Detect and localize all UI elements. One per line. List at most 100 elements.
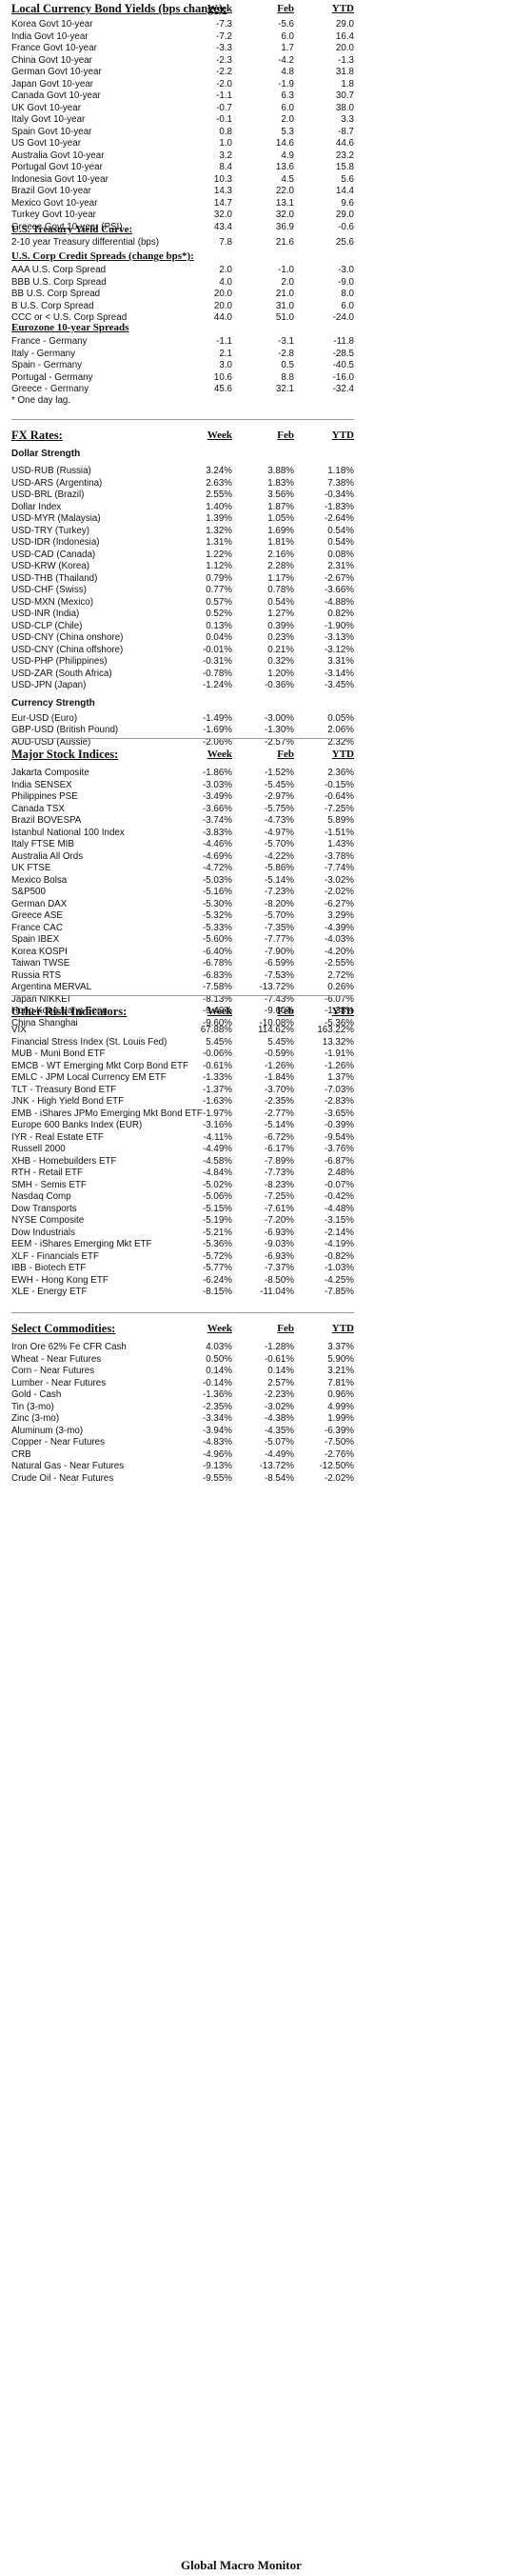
row-label: German Govt 10-year [11,67,102,77]
row-value: 3.37% [327,1342,354,1352]
row-value: -3.74% [202,815,232,826]
row-value: -6.39% [324,1425,354,1436]
table-row: Australia Govt 10-year 3.2 4.9 23.2 [11,150,354,163]
stock-indices-section: Major Stock Indices: Week Feb YTD Jakarta Co… [11,748,354,1030]
table-row: Tin (3-mo) -2.35% -3.02% 4.99% [11,1402,354,1414]
row-label: Italy Govt 10-year [11,114,86,125]
section-header: Select Commodities: Week Feb YTD [11,1322,354,1339]
row-label: AUD-USD (Aussie) [11,736,91,748]
row-value: -5.30% [202,898,232,909]
column-header: YTD [331,3,354,14]
row-value: -8.7 [338,126,354,137]
table-row: Japan NIKKEI -8.13% -7.43% -6.07% [11,993,354,1007]
row-value: 3.88% [267,466,294,476]
row-label: USD-JPN (Japan) [11,680,87,690]
section-title: FX Rates: [11,429,63,442]
row-value: -7.25% [324,803,354,814]
row-value: 22.0 [275,186,294,196]
row-value: 0.04% [206,632,232,643]
row-value: -6.24% [202,1274,232,1286]
fx-rates-section: FX Rates: Week Feb YTD Dollar Strength USD-RU… [11,429,354,749]
row-value: -6.93% [264,1227,294,1238]
row-value: -5.19% [202,1215,232,1226]
column-header: Week [207,3,232,14]
row-value: -6.07% [324,993,354,1005]
row-value: -8.13% [202,993,232,1005]
row-value: 1.27% [267,609,294,619]
row-value: -7.73% [264,1168,294,1178]
row-value: -7.20% [264,1215,294,1226]
section-header: FX Rates: Week Feb YTD [11,429,354,446]
row-value: -3.14% [324,668,354,679]
table-row: USD-CHF (Swiss) 0.77% 0.78% -3.66% [11,585,354,597]
row-label: RTH - Retail ETF [11,1168,83,1178]
row-value: 1.39% [206,513,232,524]
row-value: 0.54% [267,596,294,608]
row-value: 1.20% [267,668,294,679]
row-label: Iron Ore 62% Fe CFR Cash [11,1342,127,1352]
row-value: 0.21% [267,644,294,655]
row-value: 8.8 [281,371,294,383]
row-value: 21.0 [275,289,294,299]
row-value: -1.1 [216,90,232,101]
table-row: IBB - Biotech ETF -5.77% -7.37% -1.03% [11,1263,354,1275]
row-value: 14.4 [335,186,354,196]
table-row: CRB -4.96% -4.49% -2.76% [11,1449,354,1462]
row-label: Argentina MERVAL [11,982,92,992]
row-label: Spain - Germany [11,360,83,370]
row-value: -1.52% [264,768,294,778]
table-row: Natural Gas - Near Futures -9.13% -13.72% -… [11,1461,354,1473]
row-value: 1.22% [206,549,232,560]
row-value: -2.55% [324,958,354,968]
row-value: -9.55% [202,1472,232,1484]
row-value: -2.02% [324,1472,354,1484]
row-label: JNK - High Yield Bond ETF [11,1096,125,1107]
row-label: EMB - iShares JPMo Emerging Mkt Bond ETF [11,1108,203,1119]
table-row: France Govt 10-year -3.3 1.7 20.0 [11,43,354,55]
row-label: USD-MXN (Mexico) [11,596,93,608]
row-value: -5.36% [324,1017,354,1028]
row-value: -4.22% [264,850,294,862]
row-label: Hong Kong Hang Seng [11,1006,108,1016]
row-value: -6.87% [324,1155,354,1167]
bond-yields-section: Local Currency Bond Yields (bps change):… [11,2,354,233]
table-row: EMLC - JPM Local Currency EM ETF -1.33% -1… [11,1072,354,1085]
table-row: Lumber - Near Futures -0.14% 2.57% 7.81% [11,1378,354,1390]
row-value: 1.05% [267,513,294,524]
table-row: GBP-USD (British Pound) -1.69% -1.30% 2.06% [11,725,354,737]
row-value: -0.6 [338,221,354,232]
table-row: German Govt 10-year -2.2 4.8 31.8 [11,67,354,79]
row-label: France Govt 10-year [11,43,97,53]
row-label: TLT - Treasury Bond ETF [11,1084,117,1095]
table-row: Nasdaq Comp -5.06% -7.25% -0.42% [11,1191,354,1204]
row-label: USD-TRY (Turkey) [11,525,90,536]
row-value: 2.32% [327,736,354,748]
row-value: -0.34% [324,489,354,500]
row-value: -3.34% [202,1413,232,1424]
row-value: -4.72% [202,863,232,873]
row-value: -1.84% [264,1072,294,1083]
row-value: -7.89% [264,1155,294,1167]
row-value: 114.62% [258,1025,294,1035]
row-label: IYR - Real Estate ETF [11,1131,104,1143]
row-value: -3.78% [324,850,354,862]
row-value: -10.08% [259,1017,295,1028]
row-value: -1.51% [324,827,354,838]
row-value: 44.6 [335,138,354,149]
row-label: Dow Industrials [11,1227,75,1238]
column-header: Week [207,429,232,441]
row-value: -11.8 [333,336,354,347]
table-row: Korea KOSPI -6.40% -7.90% -4.20% [11,947,354,959]
table-row: China Shanghai -9.60% -10.08% -5.36% [11,1017,354,1030]
row-value: 32.0 [213,210,232,220]
row-value: 1.17% [267,572,294,584]
row-value: 1.12% [206,561,232,571]
row-value: 0.14% [206,1366,232,1376]
table-row: Taiwan TWSE -6.78% -6.59% -2.55% [11,958,354,970]
row-value: -1.97% [202,1108,232,1119]
row-label: France CAC [11,922,63,933]
row-value: 51.0 [275,312,294,323]
column-header: YTD [331,429,354,441]
row-value: 1.37% [327,1072,354,1083]
row-value: -5.16% [202,887,232,897]
